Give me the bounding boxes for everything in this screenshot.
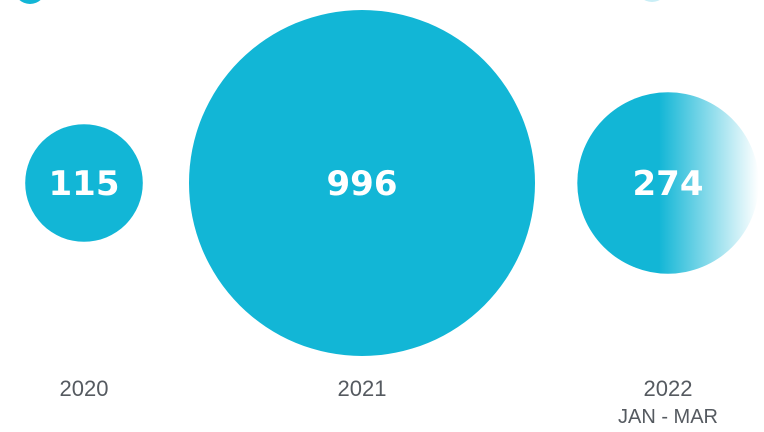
category-label: 2020 bbox=[60, 376, 109, 401]
decorative-circle-top-left bbox=[19, 0, 41, 4]
decorative-circle-top-right bbox=[644, 0, 660, 2]
bubble-2020 bbox=[25, 124, 143, 242]
bubble-2021 bbox=[189, 10, 535, 356]
category-sublabel: JAN - MAR bbox=[618, 406, 718, 428]
category-label: 2021 bbox=[338, 376, 387, 401]
category-label: 2022 bbox=[644, 376, 693, 401]
bubble-value-label: 115 bbox=[49, 164, 120, 204]
bubble-value-label: 274 bbox=[633, 164, 704, 204]
bubble-2022 bbox=[577, 92, 759, 274]
bubble-value-label: 996 bbox=[327, 164, 398, 204]
bubble-marks: 115 2020 996 2021 274 2022 JAN - MAR bbox=[25, 10, 759, 428]
